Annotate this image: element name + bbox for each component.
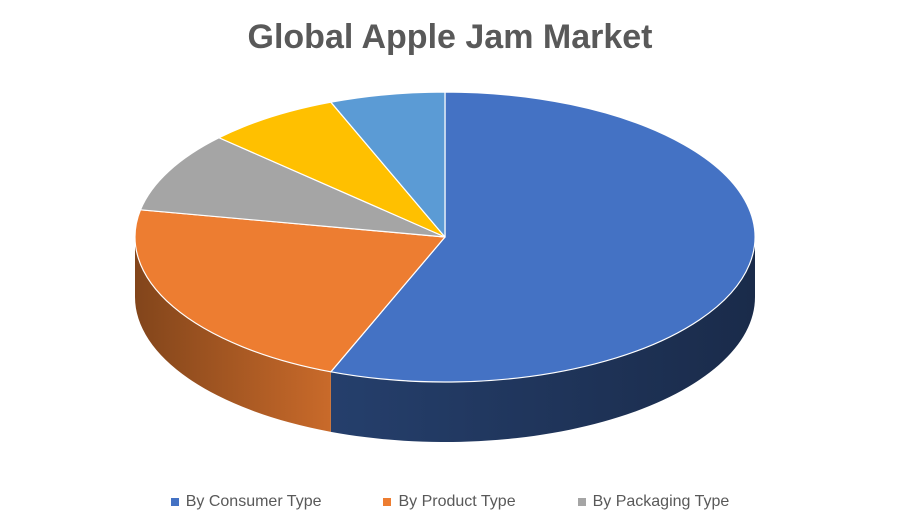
legend-swatch-consumer-type [170, 498, 179, 506]
pie-top [134, 91, 756, 383]
chart-title: Global Apple Jam Market [247, 18, 653, 56]
pie-side-by-consumer-type [330, 237, 755, 442]
legend-label-packaging-type: By Packaging Type [592, 493, 730, 510]
legend-swatch-packaging-type [577, 498, 586, 506]
pie-slice-by-consumer-type [330, 91, 756, 383]
pie-slice-by-packaging-type [139, 137, 446, 238]
pie-chart [134, 91, 756, 442]
pie-slice-slice-4 [218, 101, 446, 238]
legend-item-packaging-type: By Packaging Type [577, 493, 730, 511]
chart-legend: By Consumer Type By Product Type By Pack… [0, 490, 900, 514]
pie-side-walls [135, 237, 755, 442]
legend-item-product-type: By Product Type [383, 493, 516, 511]
pie-slice-slice-5 [330, 91, 446, 238]
legend-label-product-type: By Product Type [398, 493, 516, 510]
legend-swatch-product-type [383, 498, 392, 506]
pie-side-by-product-type [135, 237, 331, 432]
legend-item-consumer-type: By Consumer Type [170, 493, 322, 511]
legend-label-consumer-type: By Consumer Type [185, 493, 322, 510]
pie-slice-by-product-type [134, 209, 446, 373]
